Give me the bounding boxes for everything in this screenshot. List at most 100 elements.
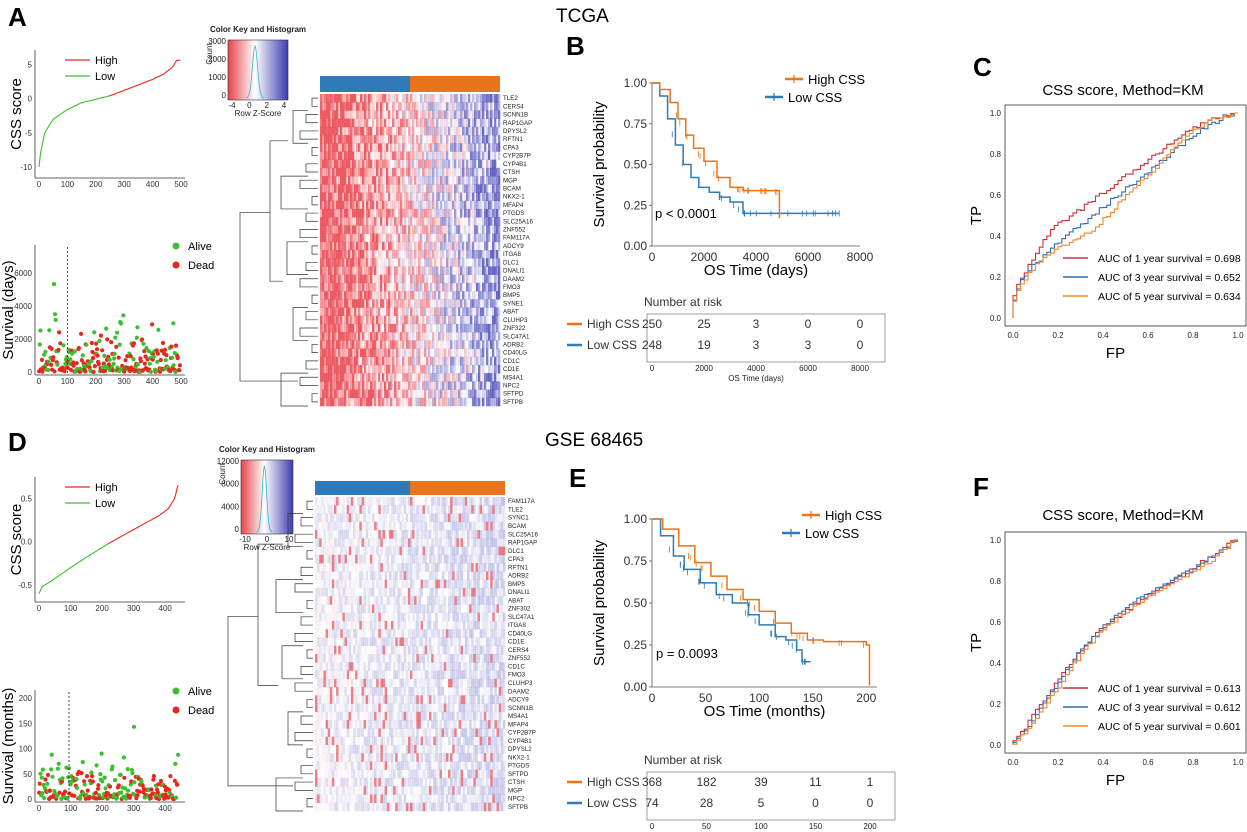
heat-cell <box>456 135 459 144</box>
heat-cell <box>490 258 492 267</box>
heat-cell <box>388 397 391 407</box>
heat-cell <box>498 397 501 407</box>
heat-cell <box>452 340 455 349</box>
heat-cell <box>332 258 335 267</box>
heat-cell <box>372 373 375 382</box>
heat-cell <box>395 530 398 539</box>
heat-cell <box>342 356 345 366</box>
heat-cell <box>376 332 379 341</box>
heat-cell <box>404 299 407 308</box>
heat-cell <box>488 225 491 234</box>
heat-cell <box>448 547 450 556</box>
heat-cell <box>428 126 431 136</box>
heat-cell <box>334 299 337 308</box>
heat-cell <box>435 521 438 531</box>
heat-cell <box>412 530 415 539</box>
heat-cell <box>392 389 395 399</box>
heat-cell <box>364 563 366 572</box>
heat-cell <box>438 299 441 308</box>
heat-cell <box>467 505 470 514</box>
heat-cell <box>346 258 349 267</box>
heat-cell <box>402 233 405 243</box>
heat-cell <box>444 159 447 169</box>
surv-y-label: Survival (days) <box>0 260 17 359</box>
heat-cell <box>420 110 423 119</box>
heat-cell <box>330 184 333 193</box>
heat-cell <box>434 135 437 144</box>
heat-cell <box>328 348 331 358</box>
heat-cell <box>416 200 419 210</box>
heat-cell <box>474 373 477 382</box>
heat-cell <box>454 307 457 316</box>
heat-cell <box>376 94 379 103</box>
heat-cell <box>344 233 347 243</box>
heat-cell <box>466 233 469 243</box>
heat-cell <box>326 241 329 251</box>
heat-cell <box>382 340 385 349</box>
heat-cell <box>326 118 329 128</box>
heat-cell <box>492 397 495 407</box>
heat-cell <box>464 94 467 103</box>
heat-cell <box>346 151 349 160</box>
heat-cell <box>486 225 489 234</box>
heat-cell <box>372 397 375 407</box>
heat-cell <box>365 530 369 539</box>
heat-cell <box>402 356 405 366</box>
heat-cell <box>476 102 479 111</box>
dead-point <box>172 778 177 783</box>
heat-cell <box>398 159 401 169</box>
heat-cell <box>398 274 401 284</box>
heat-cell <box>386 94 389 103</box>
heat-cell <box>398 143 401 152</box>
heat-cell <box>348 381 351 390</box>
heat-cell <box>342 208 345 218</box>
heat-cell <box>498 110 501 119</box>
heat-cell <box>496 102 499 111</box>
heat-cell <box>330 364 333 374</box>
heat-cell <box>446 332 449 341</box>
heat-cell <box>488 258 491 267</box>
heat-cell <box>404 159 407 169</box>
heat-cell <box>334 126 337 136</box>
heat-cell <box>396 258 398 267</box>
heat-cell <box>378 143 381 152</box>
heat-cell <box>444 348 447 358</box>
heat-cell <box>372 554 375 564</box>
heat-cell <box>490 555 492 564</box>
heat-cell <box>388 389 391 399</box>
heat-cell <box>446 356 449 366</box>
heat-cell <box>400 258 403 267</box>
heat-cell <box>446 208 449 218</box>
heat-cell <box>344 258 347 267</box>
heat-cell <box>414 143 417 152</box>
heat-cell <box>360 340 363 349</box>
heat-cell <box>328 563 330 572</box>
heat-cell <box>320 340 323 349</box>
heat-cell <box>388 200 391 210</box>
heat-cell <box>492 323 495 333</box>
heat-cell <box>388 135 391 144</box>
dead-point <box>89 340 94 346</box>
heat-cell <box>464 530 468 539</box>
risk-x-label: OS Time (days) <box>728 374 784 383</box>
heat-cell <box>356 274 359 284</box>
legend-alive-label: Alive <box>188 241 212 253</box>
heat-cell <box>404 135 407 144</box>
heat-cell <box>348 192 351 202</box>
heat-cell <box>474 110 477 119</box>
heat-cell <box>460 505 464 514</box>
heat-cell <box>456 118 459 128</box>
heat-cell <box>418 291 421 300</box>
alive-point <box>64 355 69 360</box>
heat-cell <box>369 563 373 572</box>
heat-cell <box>360 176 363 185</box>
heat-cell <box>484 258 487 267</box>
heat-cell <box>410 208 413 218</box>
roc-y-tick: 0.4 <box>990 232 1002 241</box>
heat-cell <box>468 315 471 325</box>
heat-cell <box>474 364 477 374</box>
heat-cell <box>450 332 453 341</box>
heat-cell <box>476 151 479 160</box>
heat-cell <box>346 102 349 111</box>
heat-cell <box>324 208 327 218</box>
